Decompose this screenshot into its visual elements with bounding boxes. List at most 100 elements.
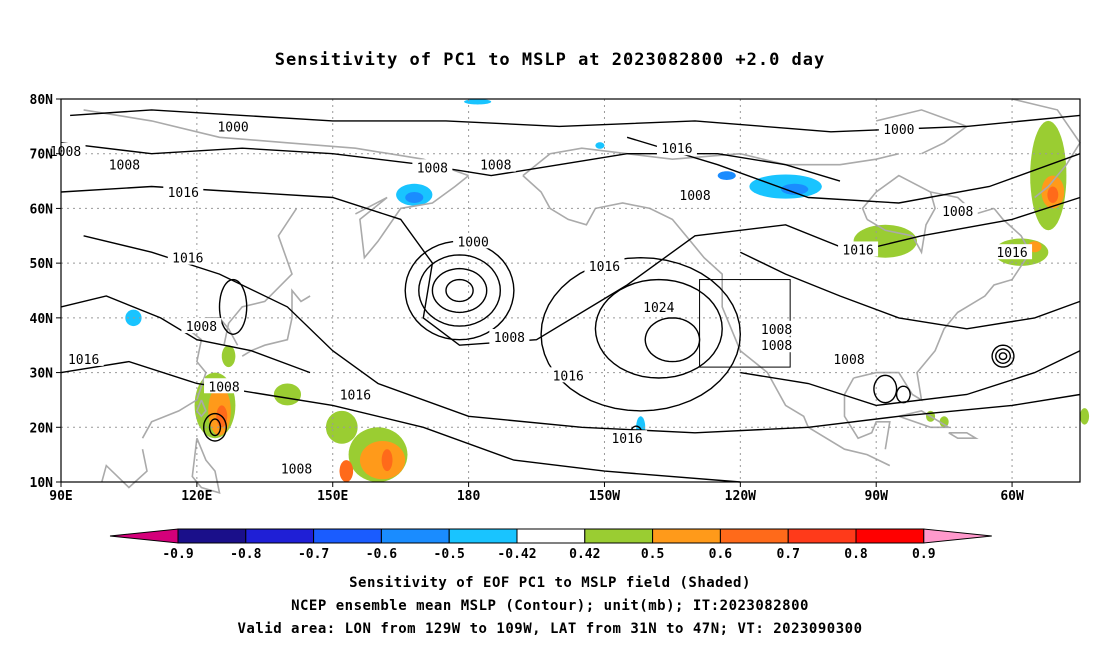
contour-label: 1000	[457, 235, 488, 250]
contour-label: 1016	[842, 243, 873, 258]
contour-label: 1016	[553, 369, 584, 384]
coastline	[948, 432, 979, 439]
sensitivity-patch	[339, 460, 354, 482]
coastline	[843, 377, 891, 450]
isobar	[740, 350, 1081, 407]
contour-label-bg	[656, 140, 697, 156]
contour-label-bg	[607, 430, 648, 446]
lat-label: 20N	[30, 421, 54, 436]
shading-layer	[125, 99, 1090, 482]
contour-label: 1016	[68, 353, 99, 368]
contour-label: 1008	[186, 320, 217, 335]
lon-label: 150E	[317, 489, 348, 504]
isobar-closed	[594, 278, 723, 379]
sensitivity-patch	[464, 99, 492, 105]
contour-label: 1008	[480, 159, 511, 174]
contour-label-bg	[276, 460, 317, 476]
isobar-closed	[404, 240, 515, 341]
contour-label-bg	[584, 257, 625, 273]
colorbar-label: -0.8	[230, 547, 261, 562]
contour-label: 1008	[281, 462, 312, 477]
coastline	[241, 288, 311, 357]
contour-label-bg	[638, 298, 679, 314]
colorbar-segment	[380, 528, 450, 544]
isobar-closed	[202, 412, 228, 442]
isobar-closed	[995, 348, 1012, 365]
contour-label: 1008	[679, 189, 710, 204]
contour-label: 1000	[883, 123, 914, 138]
isobar	[739, 251, 1081, 330]
contour-label-bg	[675, 186, 716, 202]
contour-label-bg	[167, 249, 208, 265]
isobar-closed	[540, 256, 742, 412]
isobar-closed	[998, 352, 1008, 361]
lon-label: 90W	[864, 489, 888, 504]
isobar-closed	[218, 278, 248, 336]
colorbar-label: 0.42	[569, 547, 600, 562]
contour-label: 1016	[340, 388, 371, 403]
contour-label-bg	[104, 156, 145, 172]
contour-label-bg	[756, 320, 797, 336]
colorbar-label: 0.8	[844, 547, 868, 562]
isobar	[60, 142, 841, 182]
colorbar-segment	[516, 528, 586, 544]
colorbar-label: 0.5	[641, 547, 664, 562]
contour-label-bg	[45, 142, 86, 158]
contour-label: 1008	[761, 339, 792, 354]
isobar-closed	[873, 374, 898, 404]
sensitivity-patch	[1047, 186, 1059, 203]
coastline	[1011, 98, 1081, 199]
sensitivity-patch	[273, 383, 301, 406]
contour-label-bg	[878, 121, 919, 137]
caption-line-1: Sensitivity of EOF PC1 to MSLP field (Sh…	[349, 575, 751, 591]
isobar	[60, 295, 311, 374]
sensitivity-patch	[325, 410, 358, 444]
contour-label-bg	[163, 184, 204, 200]
colorbar-label: -0.9	[162, 547, 193, 562]
isobar	[626, 136, 1081, 204]
colorbar-segment	[719, 528, 789, 544]
contour-label-bg	[548, 367, 589, 383]
sensitivity-patch	[781, 183, 809, 195]
lat-label: 80N	[30, 93, 54, 108]
contour-label: 1008	[494, 331, 525, 346]
lat-label: 50N	[30, 257, 54, 272]
colorbar-label: 0.7	[776, 547, 799, 562]
colorbar-segment	[313, 528, 382, 544]
colorbar-segment	[652, 528, 721, 544]
colorbar-segment	[448, 528, 518, 544]
colorbar: -0.9 -0.8 -0.7 -0.6 -0.5 -0.42 0.42 0.5 0.6 0.7 0.…	[109, 528, 992, 562]
contour-label-bg	[335, 386, 376, 402]
sensitivity-patch	[939, 416, 949, 428]
isobar-closed	[431, 267, 488, 314]
contour-label-bg	[63, 350, 104, 366]
isobar-closed	[418, 254, 502, 327]
contour-label: 1008	[208, 380, 239, 395]
isobar-closed	[644, 317, 701, 363]
contour-label-bg	[213, 118, 254, 134]
colorbar-segment	[584, 528, 654, 544]
sensitivity-patch	[1030, 120, 1067, 231]
contour-label-bg	[475, 156, 516, 172]
contour-label-bg	[829, 350, 870, 366]
coastline	[191, 437, 221, 495]
isobar-closed	[991, 344, 1015, 368]
contour-label: 1016	[611, 432, 642, 447]
lon-label: 180	[457, 489, 481, 504]
grid-layer	[61, 99, 1080, 482]
coastline	[861, 174, 936, 255]
sensitivity-patch	[1080, 408, 1090, 425]
isobar	[83, 235, 1081, 434]
colorbar-label: -0.5	[434, 547, 465, 562]
map-frame	[60, 98, 1081, 483]
contour-label-bg	[181, 318, 222, 334]
contour-label-bg	[756, 337, 797, 353]
coastline	[355, 174, 470, 260]
contour-label: 1008	[761, 323, 792, 338]
colorbar-label: -0.6	[366, 547, 397, 562]
lon-label: 60W	[1000, 489, 1024, 504]
isobar-closed	[895, 385, 911, 404]
sensitivity-patch	[405, 192, 424, 203]
